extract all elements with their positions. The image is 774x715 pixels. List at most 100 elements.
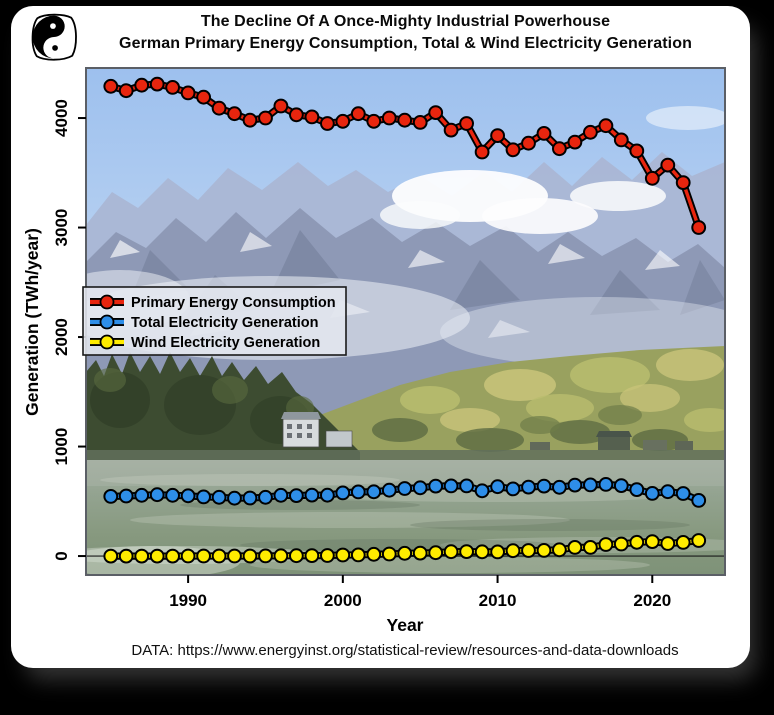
legend: Primary Energy Consumption Total Electric…	[82, 286, 347, 356]
data-point	[366, 113, 382, 129]
data-point	[583, 540, 598, 555]
data-point	[490, 544, 506, 560]
data-point	[505, 481, 521, 497]
x-tick-label: 2010	[479, 591, 517, 610]
chart-title-line2: German Primary Energy Consumption, Total…	[119, 35, 692, 52]
x-tick-label: 1990	[169, 591, 207, 610]
data-point	[196, 89, 212, 105]
data-point	[552, 479, 567, 495]
legend-label: Total Electricity Generation	[131, 315, 318, 331]
data-point	[644, 486, 660, 501]
legend-label: Wind Electricity Generation	[131, 335, 320, 351]
data-point	[103, 78, 119, 94]
data-point	[490, 479, 506, 495]
data-point	[211, 548, 227, 564]
data-point	[118, 488, 134, 504]
data-point	[289, 548, 304, 564]
data-point	[118, 548, 134, 564]
y-tick-label: 2000	[52, 318, 71, 356]
data-point	[180, 548, 196, 564]
legend-item-primary-energy-consumption: Primary Energy Consumption	[90, 294, 336, 311]
chart-title: The Decline Of A Once-Mighty Industrial …	[86, 11, 725, 55]
data-point	[490, 128, 506, 144]
data-point	[397, 545, 413, 561]
data-point	[474, 544, 490, 560]
data-point	[536, 478, 552, 494]
data-point	[691, 493, 707, 508]
data-point	[521, 479, 536, 495]
data-point	[412, 115, 428, 130]
boathouses	[530, 431, 693, 450]
data-point	[629, 534, 645, 550]
data-point	[428, 478, 444, 494]
data-point	[211, 489, 227, 505]
data-point	[567, 477, 583, 493]
data-point	[629, 143, 645, 159]
data-point	[366, 546, 382, 562]
axes-layer: 0 1000 2000 3000 4000 1990 2000 2010 2020	[52, 99, 671, 610]
data-point	[149, 548, 165, 564]
data-point	[242, 112, 258, 128]
lakeside-hotel	[281, 412, 353, 448]
legend-label: Primary Energy Consumption	[131, 295, 336, 311]
data-point	[675, 535, 691, 550]
y-tick-label: 3000	[52, 209, 71, 247]
data-point	[583, 124, 598, 140]
data-point	[196, 548, 212, 564]
data-point	[675, 486, 691, 501]
data-point	[443, 544, 459, 560]
data-point	[381, 110, 397, 126]
data-point	[242, 548, 258, 564]
penguin-yin-yang-logo	[31, 13, 77, 61]
data-point	[335, 485, 351, 501]
data-point	[165, 487, 181, 503]
data-point	[459, 116, 475, 131]
data-point	[381, 482, 397, 498]
data-point	[660, 484, 676, 500]
data-point	[149, 487, 165, 503]
data-point	[598, 477, 614, 492]
data-point	[505, 543, 521, 559]
data-point	[335, 547, 351, 563]
legend-key-point	[99, 314, 115, 330]
data-point	[134, 77, 150, 93]
data-point	[273, 98, 289, 114]
x-axis-title: Year	[387, 615, 424, 635]
data-point	[366, 484, 382, 500]
data-point	[381, 546, 397, 562]
data-point	[691, 220, 707, 235]
series-wind-electricity-generation	[103, 533, 707, 564]
data-point	[613, 478, 629, 494]
data-point	[180, 85, 196, 101]
data-point	[320, 116, 335, 131]
data-point	[412, 545, 428, 561]
data-point	[258, 489, 273, 505]
data-point	[613, 132, 629, 148]
data-point	[165, 548, 181, 564]
y-tick-label: 4000	[52, 99, 71, 137]
data-point	[474, 144, 490, 160]
data-point	[474, 483, 490, 499]
data-point	[644, 534, 660, 549]
series-total-electricity-generation	[103, 477, 707, 508]
data-point	[660, 157, 676, 173]
logo-yin-half	[32, 15, 65, 59]
data-point	[567, 540, 583, 555]
data-point	[691, 533, 707, 548]
data-point	[320, 548, 335, 563]
x-tick-label: 2020	[633, 591, 671, 610]
data-point	[103, 548, 119, 564]
data-point	[644, 170, 660, 186]
data-point	[521, 543, 536, 558]
data-point	[134, 548, 150, 564]
data-point	[412, 480, 428, 496]
data-point	[536, 543, 552, 558]
data-point	[397, 481, 413, 496]
logo-black-dot	[52, 45, 58, 51]
data-source-line: DATA: https://www.energyinst.org/statist…	[131, 642, 679, 659]
data-point	[335, 113, 351, 129]
y-tick-label: 1000	[52, 428, 71, 466]
data-point	[289, 107, 304, 123]
data-point	[459, 478, 475, 494]
